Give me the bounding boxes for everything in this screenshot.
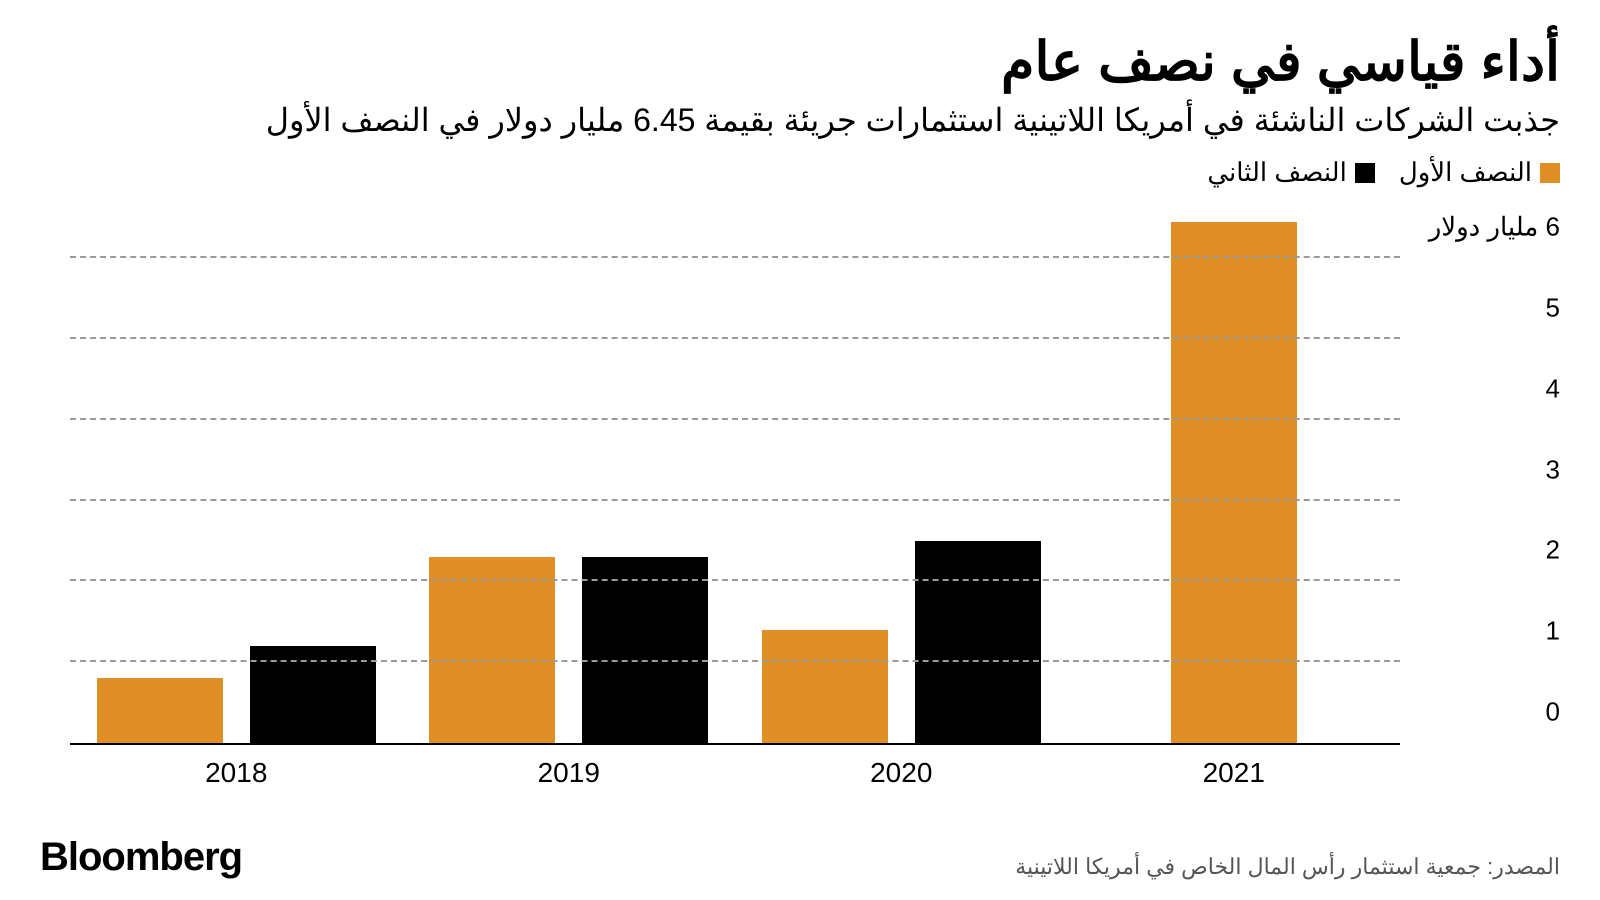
chart-title: أداء قياسي في نصف عام [40,30,1560,93]
y-tick-label: 2 [1410,535,1560,566]
gridline [70,418,1400,420]
bar-h2 [915,541,1041,743]
legend-label: النصف الثاني [1207,157,1347,188]
x-tick-label: 2020 [870,757,932,789]
y-tick-label: 4 [1410,373,1560,404]
legend: النصف الأول النصف الثاني [40,157,1560,188]
bar-h1 [762,630,888,743]
gridline [70,337,1400,339]
legend-item: النصف الأول [1399,157,1560,188]
chart-area: 0 1 2 3 4 5 6 مليار دولار 2018 2019 2020 2021 [40,208,1560,795]
legend-swatch [1540,163,1560,183]
bar-h2 [582,557,708,743]
x-tick-label: 2019 [538,757,600,789]
source-text: المصدر: جمعية استثمار رأس المال الخاص في… [1015,854,1560,880]
chart-subtitle: جذبت الشركات الناشئة في أمريكا اللاتينية… [40,101,1560,139]
y-tick-label: 0 [1410,697,1560,728]
legend-item: النصف الثاني [1207,157,1375,188]
bar-h1 [429,557,555,743]
y-tick-label: 5 [1410,293,1560,324]
bar-h1 [97,678,223,743]
y-tick-label: 6 مليار دولار [1410,212,1560,243]
brand-logo: Bloomberg [40,835,242,880]
bars-layer [70,218,1400,743]
y-tick-label: 1 [1410,616,1560,647]
gridline [70,499,1400,501]
bar-h1 [1171,222,1297,743]
gridline [70,256,1400,258]
plot-area: 0123456 مليار دولار2018201920202021 [70,218,1400,745]
legend-label: النصف الأول [1399,157,1532,188]
y-tick-label: 3 [1410,454,1560,485]
gridline [70,660,1400,662]
x-tick-label: 2018 [205,757,267,789]
gridline [70,579,1400,581]
legend-swatch [1355,163,1375,183]
x-tick-label: 2021 [1203,757,1265,789]
